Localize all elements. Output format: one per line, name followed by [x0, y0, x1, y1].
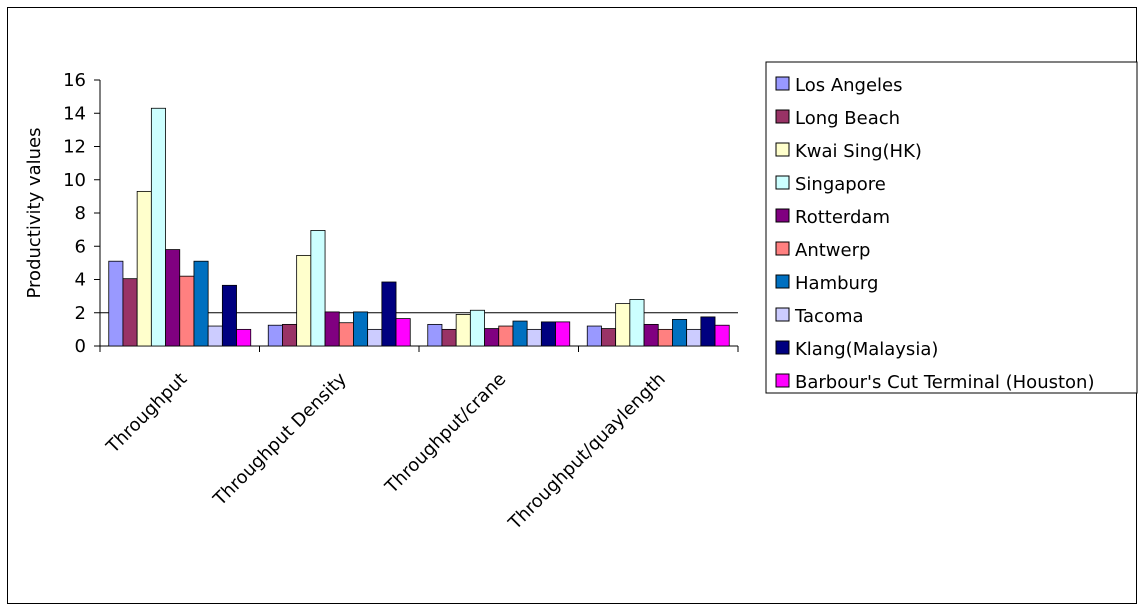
bar	[395, 318, 411, 347]
y-tick-label: 2	[75, 303, 86, 324]
bar	[381, 281, 397, 347]
legend-swatch	[775, 340, 790, 355]
legend-swatch	[775, 109, 790, 124]
bar	[512, 320, 528, 347]
bar	[207, 325, 223, 347]
legend-label: Singapore	[795, 174, 886, 195]
bar	[469, 309, 485, 347]
bar	[165, 249, 181, 347]
bar	[657, 328, 673, 347]
bar	[353, 311, 369, 347]
bar	[540, 321, 556, 347]
bar	[193, 260, 209, 347]
legend-label: Hamburg	[795, 273, 878, 294]
bar	[586, 325, 602, 347]
bar	[282, 323, 298, 347]
bar	[555, 321, 571, 347]
bar	[526, 328, 542, 347]
y-tick-label: 6	[75, 236, 86, 257]
x-category-label: Throughput Density	[209, 368, 351, 510]
legend-label: Antwerp	[795, 240, 870, 261]
bar	[441, 328, 457, 347]
bar	[324, 311, 340, 347]
y-tick-label: 10	[63, 170, 86, 191]
legend-swatch	[775, 274, 790, 289]
bar	[179, 275, 195, 347]
legend-label: Kwai Sing(HK)	[795, 141, 922, 162]
legend-box	[765, 61, 1138, 394]
y-tick-label: 16	[63, 70, 86, 91]
bar	[267, 324, 283, 347]
legend-label: Klang(Malaysia)	[795, 339, 938, 360]
bar	[643, 323, 659, 347]
y-tick-label: 14	[63, 103, 86, 124]
bar	[629, 299, 645, 347]
bar	[455, 314, 471, 347]
legend-swatch	[775, 241, 790, 256]
x-category-label: Throughput/crane	[381, 369, 511, 499]
x-category-label: Throughput/quaylength	[504, 369, 670, 535]
bar	[427, 323, 443, 347]
legend-swatch	[775, 76, 790, 91]
bar	[601, 328, 617, 347]
y-tick-label: 12	[63, 137, 86, 158]
legend-swatch	[775, 307, 790, 322]
legend-swatch	[775, 142, 790, 157]
plot-area: 0 2 4 6 8 10 12 14 16 Throughput Throughput Densit…	[63, 70, 739, 535]
y-axis-title: Productivity values	[24, 128, 45, 299]
legend-label: Barbour's Cut Terminal (Houston)	[795, 372, 1094, 393]
bar	[108, 260, 124, 347]
bar	[672, 318, 688, 347]
legend-label: Los Angeles	[795, 75, 903, 96]
legend-label: Long Beach	[795, 108, 900, 129]
bar	[296, 254, 312, 347]
bar	[150, 107, 166, 347]
y-tick-label: 0	[75, 336, 86, 357]
legend: Los Angeles Long Beach Kwai Sing(HK) Singap…	[765, 61, 1138, 394]
bar	[338, 322, 354, 347]
bar	[236, 328, 252, 347]
bar	[498, 325, 514, 347]
legend-label: Tacoma	[794, 306, 864, 327]
legend-swatch	[775, 373, 790, 388]
legend-swatch	[775, 175, 790, 190]
x-category-label: Throughput	[102, 369, 191, 458]
bar	[122, 278, 138, 347]
bar	[700, 316, 716, 347]
bar	[484, 328, 500, 347]
y-tick-label: 8	[75, 203, 86, 224]
legend-label: Rotterdam	[795, 207, 890, 228]
bar	[136, 190, 152, 347]
bar	[221, 284, 237, 347]
bar	[686, 328, 702, 347]
bar	[367, 328, 383, 347]
bar	[310, 230, 326, 347]
bar	[615, 303, 631, 347]
legend-swatch	[775, 208, 790, 223]
y-tick-label: 4	[75, 270, 86, 291]
bar	[714, 324, 730, 347]
